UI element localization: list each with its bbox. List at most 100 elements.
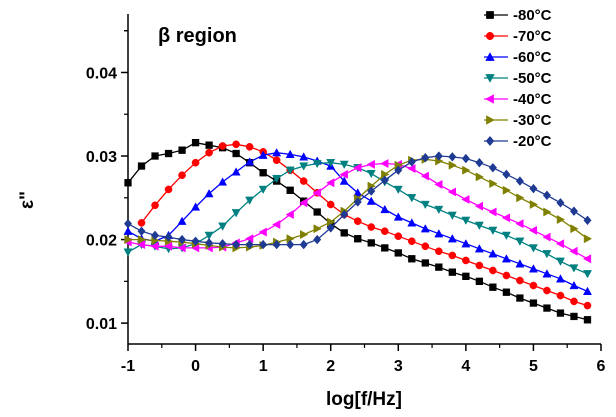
data-point xyxy=(515,237,525,246)
data-point xyxy=(582,254,592,264)
data-point xyxy=(204,189,214,198)
data-point xyxy=(299,152,309,161)
data-point xyxy=(502,288,511,296)
data-point xyxy=(488,226,498,235)
data-point xyxy=(312,159,322,169)
data-point xyxy=(285,166,295,175)
data-point xyxy=(164,185,173,194)
x-tick-label: 1 xyxy=(259,358,268,375)
data-point xyxy=(474,244,484,253)
data-point xyxy=(408,255,416,263)
legend-entry: -50°C xyxy=(484,70,552,87)
data-point xyxy=(381,244,389,252)
data-point xyxy=(542,269,552,278)
data-point xyxy=(515,176,524,186)
data-point xyxy=(299,239,308,250)
data-point xyxy=(569,246,578,256)
data-point xyxy=(150,230,160,241)
data-point xyxy=(515,219,524,229)
data-point xyxy=(177,234,187,245)
data-point xyxy=(515,259,525,268)
data-point xyxy=(461,239,471,248)
data-point xyxy=(407,164,416,174)
data-point xyxy=(285,149,295,159)
data-point xyxy=(583,316,592,324)
x-tick-label: -1 xyxy=(121,358,135,375)
legend-marker xyxy=(485,94,494,104)
data-point xyxy=(313,224,322,234)
data-point xyxy=(407,218,417,227)
data-point xyxy=(488,162,497,173)
data-point xyxy=(123,226,133,235)
data-point xyxy=(528,225,538,235)
data-point xyxy=(218,142,227,150)
y-axis-ticks: 0.01 0.02 0.03 0.04 xyxy=(86,30,128,333)
data-point xyxy=(555,239,565,249)
data-point xyxy=(542,232,551,242)
data-point xyxy=(583,301,592,310)
data-point xyxy=(259,169,267,177)
data-point xyxy=(393,185,403,195)
legend-label: -50°C xyxy=(513,70,552,87)
data-point xyxy=(367,239,375,247)
data-point xyxy=(258,227,267,237)
data-point xyxy=(124,235,133,245)
legend-label: -60°C xyxy=(513,49,552,66)
data-point xyxy=(529,183,538,194)
data-point xyxy=(407,237,416,246)
data-point xyxy=(151,201,159,210)
data-point xyxy=(475,157,484,168)
data-point xyxy=(420,171,429,181)
data-point xyxy=(501,254,511,263)
data-point xyxy=(516,193,525,203)
legend-entry: -70°C xyxy=(484,28,552,45)
data-point xyxy=(232,140,240,149)
data-point xyxy=(286,186,294,194)
data-point xyxy=(272,239,281,250)
data-point xyxy=(542,250,552,259)
data-point xyxy=(272,148,282,157)
data-point xyxy=(204,231,214,240)
data-point xyxy=(447,187,456,197)
data-point xyxy=(394,232,403,241)
data-point xyxy=(380,227,389,236)
data-point xyxy=(300,230,309,240)
data-point xyxy=(137,235,147,245)
data-point xyxy=(326,178,335,188)
data-point xyxy=(461,194,470,204)
data-point xyxy=(447,211,457,220)
data-point xyxy=(191,158,200,167)
x-tick-label: 5 xyxy=(529,358,538,375)
series-5 xyxy=(123,159,592,264)
data-point xyxy=(313,208,321,216)
legend: -80°C -70°C -60°C -50°C -40°C -30°C -20°C xyxy=(484,7,552,150)
data-point xyxy=(474,221,484,230)
data-point xyxy=(489,266,497,275)
data-point xyxy=(353,217,362,226)
data-point xyxy=(394,165,403,176)
data-point xyxy=(178,146,186,154)
data-point xyxy=(421,152,430,163)
data-point xyxy=(366,159,375,169)
x-tick-label: 0 xyxy=(191,358,200,375)
data-point xyxy=(245,196,255,205)
legend-entry: -80°C xyxy=(484,7,552,24)
data-point xyxy=(434,151,443,161)
data-point xyxy=(461,216,471,225)
data-point xyxy=(529,281,538,290)
data-point xyxy=(299,177,308,185)
y-tick-label: 0.01 xyxy=(86,316,117,333)
data-point xyxy=(299,198,308,208)
data-point xyxy=(448,251,457,260)
data-point xyxy=(542,190,552,201)
data-point xyxy=(516,276,524,285)
data-point xyxy=(205,141,213,149)
data-point xyxy=(501,213,511,223)
data-point xyxy=(407,157,416,167)
data-point xyxy=(583,234,593,244)
data-point xyxy=(326,159,336,168)
data-point xyxy=(543,304,551,312)
data-point xyxy=(461,153,470,164)
region-label: β region xyxy=(158,25,237,47)
data-point xyxy=(218,177,228,186)
